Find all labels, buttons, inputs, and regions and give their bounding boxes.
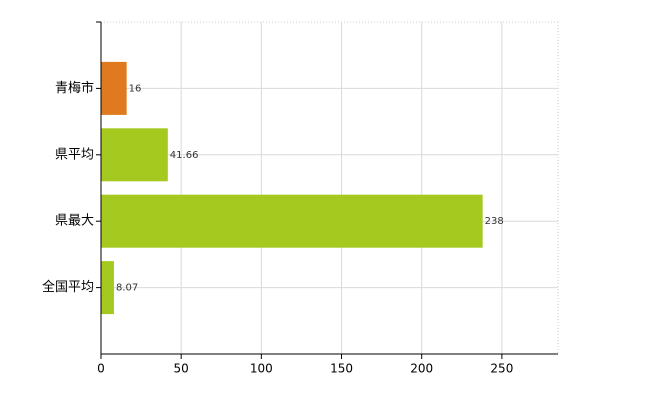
value-label: 8.07	[116, 283, 138, 294]
y-tick-label: 青梅市	[55, 80, 94, 96]
x-tick-label: 150	[330, 362, 353, 376]
x-tick-label: 200	[410, 362, 433, 376]
bar	[101, 128, 168, 182]
y-tick-label: 全国平均	[42, 279, 94, 295]
x-tick-label: 100	[250, 362, 273, 376]
value-label: 41.66	[170, 150, 199, 161]
bar	[101, 194, 483, 248]
bar	[101, 61, 127, 115]
x-tick-label: 250	[490, 362, 513, 376]
y-tick-label: 県最大	[55, 214, 94, 229]
x-tick-label: 0	[97, 362, 105, 376]
y-tick-label: 県平均	[55, 147, 94, 162]
bar	[101, 261, 114, 315]
value-label: 238	[485, 216, 504, 227]
value-label: 16	[129, 83, 142, 94]
x-tick-label: 50	[174, 362, 189, 376]
